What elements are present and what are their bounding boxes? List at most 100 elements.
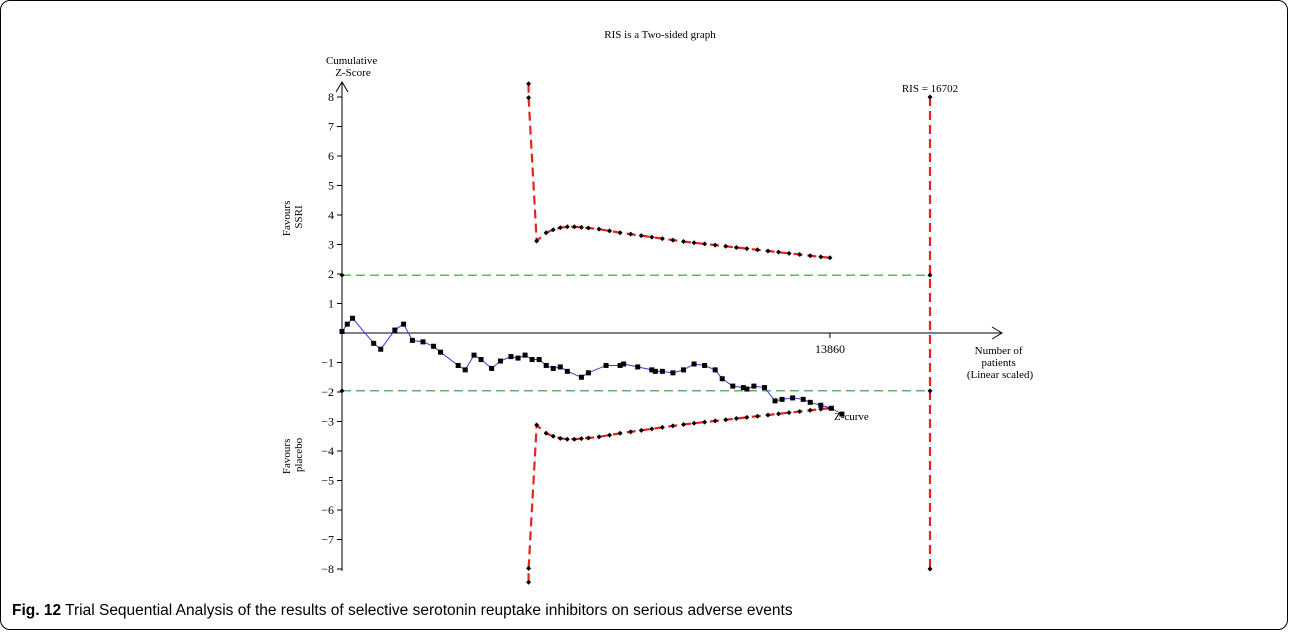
figure-caption: Fig. 12 Trial Sequential Analysis of the … (12, 602, 1282, 620)
lower-boundary-point (649, 426, 655, 432)
conventional-boundary-marker (339, 272, 345, 278)
upper-boundary-point (550, 227, 556, 233)
z-curve-point (378, 346, 384, 352)
lower-boundary-point (638, 427, 644, 433)
favours-placebo-line-1: Favours (281, 439, 293, 474)
y-tick-label: −6 (321, 503, 334, 517)
z-curve-point (603, 362, 609, 368)
z-curve-point (515, 355, 521, 361)
caption-label: Fig. 12 (12, 602, 62, 619)
z-curve-point (420, 339, 426, 345)
z-curve-point (350, 315, 356, 321)
y-tick-label: 6 (328, 149, 334, 163)
y-axis-label: Cumulative Z-Score (326, 55, 380, 79)
upper-boundary-point (680, 239, 686, 245)
lower-boundary-point (596, 434, 602, 440)
z-curve-point (431, 343, 437, 349)
x-tick-label: 13860 (815, 342, 845, 356)
upper-boundary-point (712, 242, 718, 248)
upper-boundary-point (744, 246, 750, 252)
z-curve-point (489, 365, 495, 371)
z-curve-point (670, 370, 676, 376)
z-curve-point (818, 402, 824, 408)
z-curve-point (800, 396, 806, 402)
upper-boundary-point (638, 233, 644, 239)
y-tick-label: 8 (328, 90, 334, 104)
lower-boundary-point (617, 430, 623, 436)
favours-placebo-label: Favours placebo (281, 436, 305, 474)
z-curve-point (401, 321, 407, 327)
lower-boundary-point (680, 421, 686, 427)
lower-boundary-point (534, 422, 540, 428)
y-axis-label-line-2: Z-Score (335, 67, 371, 79)
ris-marker (927, 94, 933, 100)
lower-boundary-point (526, 579, 532, 585)
lower-boundary-point (702, 419, 708, 425)
y-tick-label: 5 (328, 179, 334, 193)
x-axis-label: Number of patients (Linear scaled) (967, 345, 1034, 381)
z-curve-point (497, 358, 503, 364)
x-axis-label-line-2: patients (982, 357, 1016, 369)
lower-boundary-point (765, 412, 771, 418)
axis-ticks: 8 7 6 5 4 3 2 1 −1 −2 −3 −4 −5 −6 −7 −8 13860 (321, 90, 845, 576)
z-curve-point (740, 385, 746, 391)
lower-boundary-point (578, 436, 584, 442)
y-tick-label: 2 (328, 267, 334, 281)
ris-marker (927, 566, 933, 572)
z-curve-point (550, 365, 556, 371)
x-axis-label-line-3: (Linear scaled) (967, 369, 1034, 381)
upper-boundary-point (786, 250, 792, 256)
upper-boundary-point (807, 253, 813, 259)
z-curve-point (478, 357, 484, 363)
z-curve-point (585, 370, 591, 376)
z-curve-point (617, 362, 623, 368)
z-curve-point (719, 376, 725, 382)
upper-boundary-point (628, 231, 634, 237)
z-curve-point (790, 395, 796, 401)
z-curve-point (462, 367, 468, 373)
upper-boundary-point (670, 237, 676, 243)
upper-boundary-point (526, 81, 532, 87)
z-curve-point (564, 368, 570, 374)
upper-boundary-point (557, 225, 563, 231)
lower-boundary-point (550, 433, 556, 439)
upper-boundary-point (596, 226, 602, 232)
upper-boundary-point (526, 95, 532, 101)
lower-boundary-point (659, 424, 665, 430)
conventional-boundary-marker (927, 388, 933, 394)
upper-boundary-point (578, 224, 584, 230)
lower-boundary-point (786, 410, 792, 416)
lower-boundary-point (691, 420, 697, 426)
upper-boundary-point (702, 241, 708, 247)
upper-boundary-point (797, 252, 803, 258)
upper-boundary-point (649, 234, 655, 240)
z-curve-point (409, 337, 415, 343)
y-axis-arrow (335, 81, 349, 93)
upper-boundary-point (723, 243, 729, 249)
upper-boundary-point (765, 248, 771, 254)
lower-boundary-point (754, 413, 760, 419)
z-curve-point (680, 367, 686, 373)
upper-boundary-point (617, 230, 623, 236)
tsa-chart: RIS is a Two-sided graph Cumulative Z-Sc… (281, 29, 1034, 585)
y-tick-label: −8 (321, 562, 334, 576)
z-curve-point (621, 361, 627, 367)
z-curve-point (772, 398, 778, 404)
lower-boundary-line (527, 407, 831, 583)
x-axis-label-line-1: Number of (975, 345, 1023, 357)
upper-boundary-point (571, 224, 577, 230)
z-curve-point (652, 368, 658, 374)
z-curve-point (344, 321, 350, 327)
z-curve-point (712, 367, 718, 373)
lower-boundary-point (557, 435, 563, 441)
lower-boundary-point (526, 565, 532, 571)
upper-boundary-point (818, 254, 824, 260)
y-tick-label: 4 (328, 208, 334, 222)
z-curve-point (761, 385, 767, 391)
y-axis-label-line-1: Cumulative (326, 55, 377, 67)
conventional-boundary-marker (339, 388, 345, 394)
z-curve-point (522, 352, 528, 358)
lower-boundary-point (797, 408, 803, 414)
z-curve-point (371, 340, 377, 346)
